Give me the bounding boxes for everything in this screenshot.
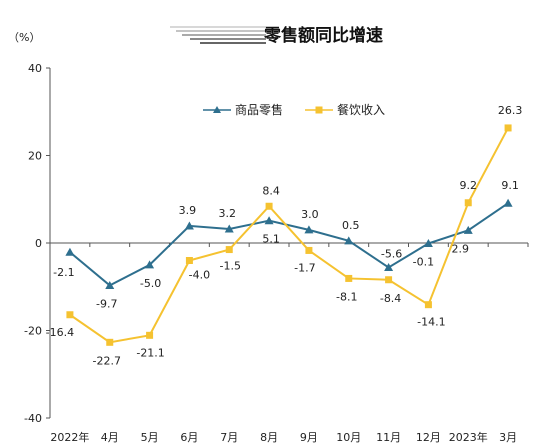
series-line bbox=[69, 202, 509, 287]
y-tick-label: 20 bbox=[28, 150, 42, 163]
x-tick-label: 8月 bbox=[260, 431, 278, 444]
x-tick-label: 2022年 bbox=[50, 430, 89, 444]
y-tick-label: -40 bbox=[24, 412, 42, 425]
data-label: -14.1 bbox=[417, 316, 445, 329]
data-point-square bbox=[504, 124, 512, 132]
data-label: -21.1 bbox=[136, 346, 164, 359]
data-label: -9.7 bbox=[96, 297, 117, 310]
series-group: -2.1 -9.7 -5.0 3.9 3.2 5.1 3.0 0.5 -5.6 -0.1 2.9 9.… bbox=[46, 104, 523, 367]
y-tick-label: 40 bbox=[28, 62, 42, 75]
legend-retail-label: 商品零售 bbox=[235, 102, 283, 117]
data-label: -16.4 bbox=[46, 326, 74, 339]
data-point-square bbox=[225, 246, 233, 254]
legend-catering-label: 餐饮收入 bbox=[337, 102, 385, 117]
data-label: 0.5 bbox=[342, 219, 360, 232]
data-label: 5.1 bbox=[262, 233, 280, 246]
x-tick-label: 11月 bbox=[376, 431, 401, 444]
data-point-square bbox=[464, 199, 472, 207]
data-point-square bbox=[424, 301, 432, 309]
data-label: -5.6 bbox=[381, 248, 402, 261]
y-axis-unit: （%） bbox=[8, 31, 40, 44]
data-label: -0.1 bbox=[413, 255, 434, 268]
title-decoration bbox=[170, 26, 266, 44]
y-tick-label: 0 bbox=[35, 237, 42, 250]
data-label: 9.1 bbox=[501, 179, 519, 192]
series-retail: -2.1 -9.7 -5.0 3.9 3.2 5.1 3.0 0.5 -5.6 -0.1 2.9 9.… bbox=[53, 179, 519, 310]
data-label: -1.5 bbox=[220, 260, 241, 273]
data-label: -4.0 bbox=[189, 269, 210, 282]
data-point-square bbox=[106, 338, 114, 346]
data-point-triangle bbox=[224, 224, 234, 233]
data-point-square bbox=[185, 257, 193, 264]
x-tick-label: 9月 bbox=[300, 431, 318, 444]
data-point-triangle bbox=[184, 221, 194, 230]
series-line bbox=[69, 127, 509, 344]
x-tick-label: 10月 bbox=[336, 431, 361, 444]
data-point-triangle bbox=[463, 225, 473, 234]
series-catering: -16.4 -22.7 -21.1 -4.0 -1.5 8.4 -1.7 -8.1 -8.4 -1… bbox=[46, 104, 523, 367]
data-label: 3.0 bbox=[301, 208, 319, 221]
x-tick-label: 2023年 bbox=[449, 430, 488, 444]
data-label: -8.1 bbox=[336, 290, 357, 303]
data-label: 3.2 bbox=[219, 207, 237, 220]
data-point-square bbox=[265, 202, 273, 210]
data-point-triangle bbox=[264, 216, 274, 225]
x-tick-label: 7月 bbox=[220, 431, 238, 444]
data-point-triangle bbox=[503, 198, 513, 207]
data-point-triangle bbox=[304, 225, 314, 234]
data-point-triangle bbox=[344, 236, 354, 245]
data-point-square bbox=[66, 311, 74, 319]
data-point-triangle bbox=[105, 280, 115, 289]
y-tick-labels: 40 20 0 -20 -40 bbox=[24, 62, 50, 425]
legend-retail-triangle-icon bbox=[213, 106, 221, 113]
data-label: -5.0 bbox=[140, 277, 161, 290]
data-label: 3.9 bbox=[179, 204, 197, 217]
data-point-square bbox=[146, 331, 154, 339]
y-tick-label: -20 bbox=[24, 325, 42, 338]
x-tick-label: 12月 bbox=[416, 431, 441, 444]
data-label: -22.7 bbox=[93, 354, 121, 367]
data-point-square bbox=[305, 246, 313, 254]
x-tick-labels: 2022年 4月 5月 6月 7月 8月 9月 10月 11月 12月 2023年 3月 bbox=[49, 243, 529, 444]
data-point-triangle bbox=[423, 238, 433, 247]
data-label: -2.1 bbox=[53, 266, 74, 279]
data-point-triangle bbox=[384, 263, 394, 271]
data-point-square bbox=[385, 276, 393, 284]
chart-title: 零售额同比增速 bbox=[263, 25, 383, 46]
x-tick-label: 3月 bbox=[499, 431, 517, 444]
data-label: 9.2 bbox=[460, 179, 478, 192]
data-point-triangle bbox=[65, 247, 75, 256]
data-label: 2.9 bbox=[452, 242, 470, 255]
data-label: -1.7 bbox=[294, 261, 315, 274]
data-point-square bbox=[345, 274, 353, 282]
x-tick-label: 4月 bbox=[101, 431, 119, 444]
x-tick-label: 6月 bbox=[180, 431, 198, 444]
data-label: -8.4 bbox=[380, 292, 401, 305]
data-point-triangle bbox=[145, 260, 155, 269]
data-label: 8.4 bbox=[262, 184, 280, 197]
legend-catering-square-icon bbox=[315, 106, 323, 114]
x-tick-label: 5月 bbox=[141, 431, 159, 444]
legend: 商品零售 餐饮收入 bbox=[203, 102, 385, 117]
data-label: 26.3 bbox=[498, 104, 523, 117]
